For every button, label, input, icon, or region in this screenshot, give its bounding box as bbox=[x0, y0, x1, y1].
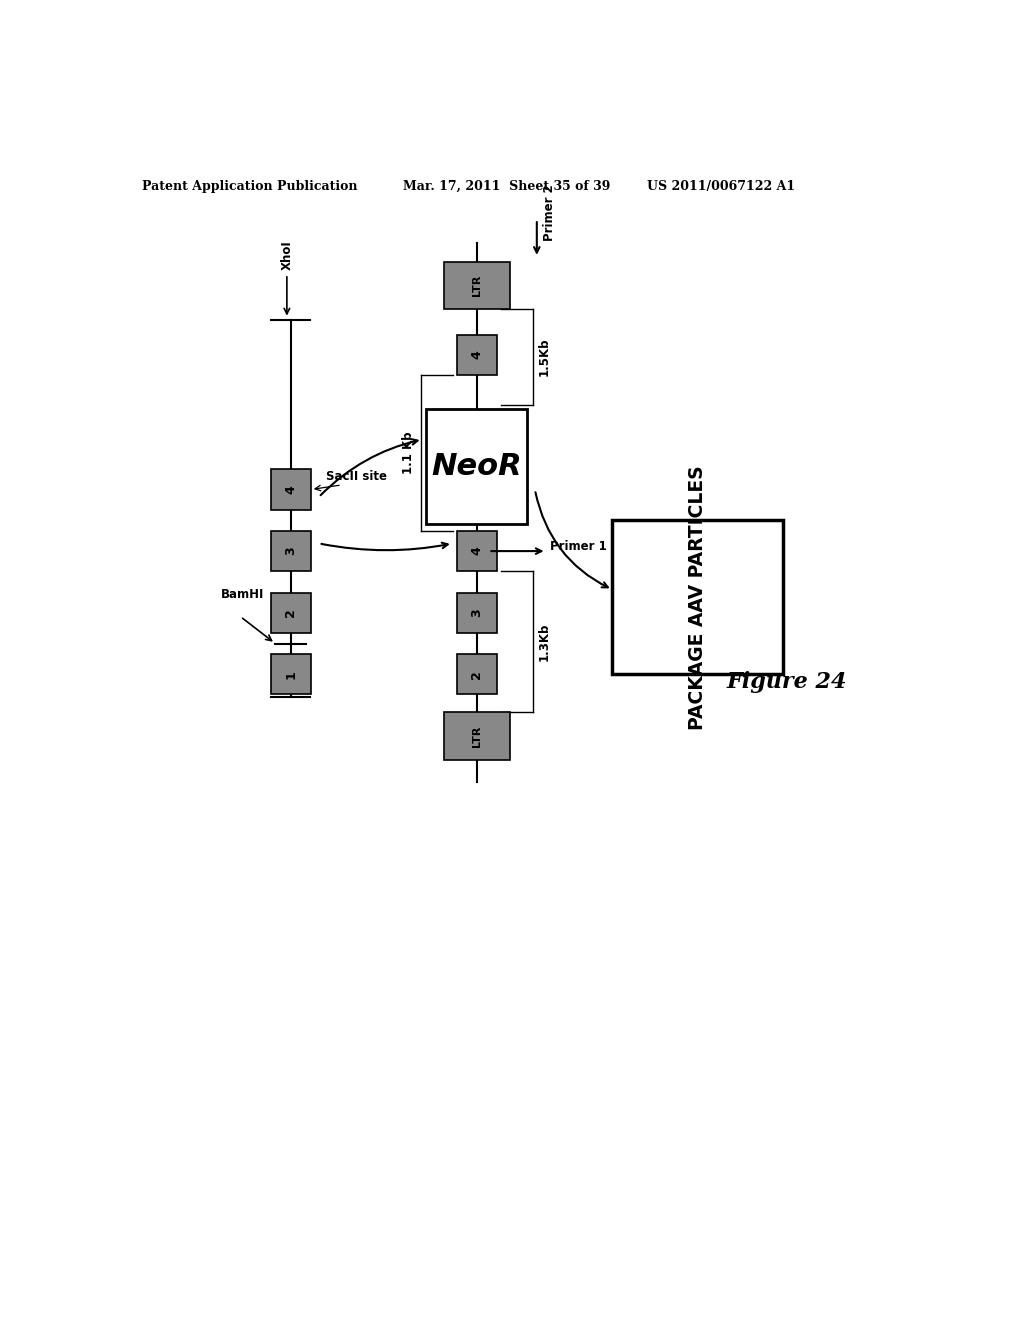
Bar bbox=[457, 335, 497, 375]
Text: 3: 3 bbox=[285, 546, 297, 556]
Bar bbox=[457, 531, 497, 572]
Bar bbox=[270, 470, 311, 510]
Text: NeoR: NeoR bbox=[431, 451, 522, 480]
Text: 2: 2 bbox=[285, 609, 297, 616]
Text: US 2011/0067122 A1: US 2011/0067122 A1 bbox=[647, 180, 796, 193]
Text: LTR: LTR bbox=[472, 275, 481, 296]
Text: 4: 4 bbox=[470, 546, 483, 556]
Bar bbox=[270, 531, 311, 572]
Bar bbox=[270, 593, 311, 632]
Text: 2: 2 bbox=[470, 671, 483, 678]
Text: 4: 4 bbox=[285, 486, 297, 494]
Text: 4: 4 bbox=[470, 350, 483, 359]
Bar bbox=[457, 593, 497, 632]
Bar bbox=[426, 409, 527, 524]
Bar bbox=[443, 711, 510, 760]
Text: 1.3Kb: 1.3Kb bbox=[538, 623, 551, 661]
Text: Primer 1: Primer 1 bbox=[550, 540, 607, 553]
Text: PACKAGE AAV PARTICLES: PACKAGE AAV PARTICLES bbox=[688, 465, 708, 730]
Text: 1.5Kb: 1.5Kb bbox=[538, 338, 551, 376]
Text: 1.1 Kb: 1.1 Kb bbox=[401, 432, 415, 474]
Bar bbox=[612, 520, 783, 675]
Text: LTR: LTR bbox=[472, 725, 481, 747]
Text: Primer 2: Primer 2 bbox=[543, 185, 556, 242]
Text: 1: 1 bbox=[285, 671, 297, 678]
Text: 3: 3 bbox=[470, 609, 483, 616]
Text: Patent Application Publication: Patent Application Publication bbox=[142, 180, 357, 193]
Text: BamHI: BamHI bbox=[221, 589, 264, 601]
Bar bbox=[270, 655, 311, 694]
Bar bbox=[443, 261, 510, 309]
Text: XhoI: XhoI bbox=[281, 240, 293, 271]
Bar bbox=[457, 655, 497, 694]
Text: SacII site: SacII site bbox=[327, 470, 387, 483]
Text: Mar. 17, 2011  Sheet 35 of 39: Mar. 17, 2011 Sheet 35 of 39 bbox=[403, 180, 610, 193]
Text: Figure 24: Figure 24 bbox=[726, 671, 847, 693]
